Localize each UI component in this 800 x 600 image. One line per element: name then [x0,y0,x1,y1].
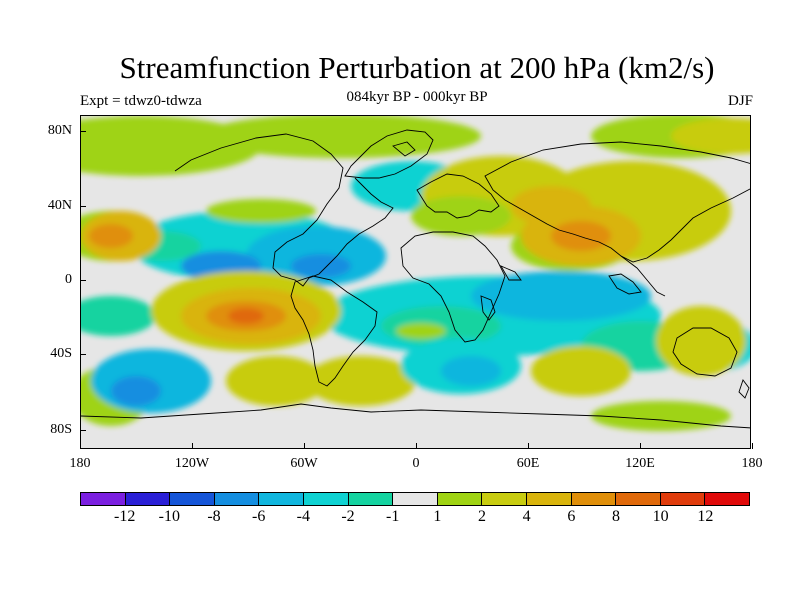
colorbar-label-9: 4 [522,508,531,525]
coastline-segment [290,275,378,387]
map-field [81,116,750,448]
colorbar-label-0: -12 [113,508,136,525]
coastline-segment [400,231,506,343]
colorbar-label-7: 1 [433,508,442,525]
coastline-segment [81,403,750,429]
field-blob [228,308,264,324]
lat-tick [80,206,86,207]
field-blob [201,116,481,158]
colorbar-box-1 [125,493,171,505]
lon-tick [80,443,81,449]
field-blob [656,306,746,376]
field-blob [531,346,631,396]
lat-tick [80,131,86,132]
lat-label-4: 80S [50,422,72,437]
colorbar-label-13: 12 [697,508,714,525]
colorbar-label-6: -1 [385,508,400,525]
colorbar-box-11 [571,493,617,505]
colorbar-label-2: -8 [207,508,221,525]
lon-label-1: 120W [174,456,210,471]
lon-tick [528,443,529,449]
colorbar-box-0 [81,493,126,505]
lon-tick [416,443,417,449]
colorbar-box-12 [616,493,661,505]
colorbar-label-3: -6 [251,508,266,525]
coastline-segment [608,273,642,295]
lat-label-2: 0 [65,272,72,287]
colorbar-box-14 [705,493,749,505]
field-blob [206,199,316,223]
coastline-segment [392,141,416,157]
colorbar-box-6 [348,493,394,505]
colorbar-box-3 [214,493,260,505]
colorbar-label-10: 6 [567,508,576,525]
lat-tick [80,354,86,355]
color-bar [80,492,750,506]
lon-tick [640,443,641,449]
colorbar-box-7 [393,493,438,505]
lat-label-1: 40N [47,198,72,213]
field-blob [396,323,446,339]
season-label: DJF [727,93,753,109]
lat-tick [80,430,86,431]
field-blob [89,224,133,248]
colorbar-label-11: 8 [612,508,620,525]
coastline-segment [620,255,666,297]
plot-title: Streamfunction Perturbation at 200 hPa (… [119,50,715,85]
plot-subtitle: 084kyr BP - 000kyr BP [346,89,488,105]
lon-label-5: 120E [625,456,655,471]
colorbar-box-5 [303,493,349,505]
lat-label-3: 40S [50,346,72,361]
experiment-label: Expt = tdwz0-tdwza [80,93,202,109]
coastlines [81,129,750,429]
lon-label-0: 180 [69,456,91,471]
colorbar-box-13 [660,493,706,505]
coastline-segment [480,295,496,321]
colorbar-label-12: 10 [652,508,669,525]
lon-tick [752,443,753,449]
colorbar-box-9 [482,493,527,505]
field-blob [551,221,611,251]
colorbar-box-8 [437,493,483,505]
field-blob [411,196,511,236]
coastline-segment [672,327,738,377]
colorbar-box-4 [259,493,304,505]
colorbar-box-10 [526,493,572,505]
coastline-segment [738,379,750,399]
field-blob [471,271,651,321]
colorbar-label-8: 2 [478,508,486,525]
field-blob [81,296,156,336]
colorbar-label-4: -4 [296,508,310,525]
lon-label-3: 0 [412,456,420,471]
lon-tick [304,443,305,449]
coastline-segment [484,141,750,263]
colorbar-label-1: -10 [158,508,180,525]
coastline-segment [344,129,434,179]
colorbar-box-2 [170,493,215,505]
lon-label-6: 180 [741,456,763,471]
lat-tick [80,280,86,281]
lat-label-0: 80N [47,123,72,138]
lon-label-4: 60E [516,456,540,471]
colorbar-label-5: -2 [341,508,355,525]
lon-label-2: 60W [290,456,318,471]
lon-tick [192,443,193,449]
field-blob [591,401,731,431]
field-blob [226,356,326,406]
coastline-segment [416,173,500,219]
field-blob [441,356,501,386]
field-blob [291,254,351,278]
coastline-segment [174,133,394,287]
map-panel [80,115,751,449]
field-blob [111,376,161,406]
field-blob [306,356,416,406]
coastline-segment [499,265,522,281]
field-blob [671,118,750,154]
